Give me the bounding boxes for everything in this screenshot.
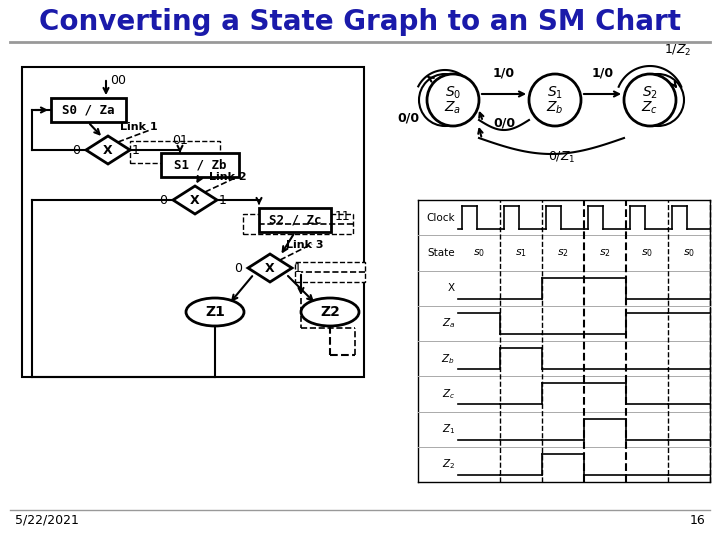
FancyBboxPatch shape: [161, 153, 239, 177]
Circle shape: [427, 74, 479, 126]
Text: $s_1$: $s_1$: [515, 247, 527, 259]
FancyBboxPatch shape: [259, 208, 331, 232]
Text: 1/0: 1/0: [591, 67, 613, 80]
Text: Clock: Clock: [426, 213, 455, 222]
Text: Link 2: Link 2: [209, 172, 247, 182]
Circle shape: [419, 74, 471, 126]
Text: 1: 1: [219, 193, 227, 206]
Text: S1 / Zb: S1 / Zb: [174, 159, 226, 172]
Text: X: X: [103, 144, 113, 157]
Text: $Z_b$: $Z_b$: [546, 100, 564, 116]
Text: 00: 00: [110, 73, 126, 86]
Text: 0: 0: [159, 193, 167, 206]
FancyBboxPatch shape: [130, 141, 220, 163]
Text: 16: 16: [689, 514, 705, 526]
Text: $Z_a$: $Z_a$: [444, 100, 462, 116]
Text: 0/0: 0/0: [397, 111, 419, 125]
Text: $Z_a$: $Z_a$: [441, 316, 455, 330]
Text: $s_2$: $s_2$: [557, 247, 569, 259]
FancyBboxPatch shape: [243, 214, 353, 234]
Text: 0: 0: [234, 261, 242, 274]
Text: $S_1$: $S_1$: [547, 85, 563, 101]
Text: X: X: [190, 193, 200, 206]
Text: Link 1: Link 1: [120, 122, 158, 132]
Text: X: X: [265, 261, 275, 274]
Text: Z2: Z2: [320, 305, 340, 319]
Text: $Z_c$: $Z_c$: [642, 100, 659, 116]
Text: 01: 01: [172, 134, 188, 147]
Text: S2 / Zc: S2 / Zc: [269, 213, 321, 226]
Text: 0/0: 0/0: [493, 116, 515, 129]
Text: $Z_c$: $Z_c$: [442, 387, 455, 401]
Text: 5/22/2021: 5/22/2021: [15, 514, 79, 526]
Text: $Z_2$: $Z_2$: [442, 457, 455, 471]
FancyBboxPatch shape: [295, 262, 365, 282]
Circle shape: [529, 74, 581, 126]
Text: $S_0$: $S_0$: [445, 85, 461, 101]
Text: $0/Z_1$: $0/Z_1$: [548, 150, 575, 165]
Text: $s_0$: $s_0$: [641, 247, 653, 259]
Text: Link 3: Link 3: [286, 240, 323, 250]
Circle shape: [632, 74, 684, 126]
Polygon shape: [86, 136, 130, 164]
Text: Z1: Z1: [205, 305, 225, 319]
Text: $s_0$: $s_0$: [473, 247, 485, 259]
Text: 0: 0: [72, 144, 80, 157]
Text: $s_0$: $s_0$: [683, 247, 695, 259]
Ellipse shape: [186, 298, 244, 326]
Text: State: State: [428, 248, 455, 258]
Text: $Z_b$: $Z_b$: [441, 352, 455, 366]
Text: S0 / Za: S0 / Za: [62, 104, 114, 117]
Polygon shape: [173, 186, 217, 214]
Text: $s_2$: $s_2$: [599, 247, 611, 259]
FancyBboxPatch shape: [50, 98, 125, 122]
Text: 11: 11: [335, 210, 351, 222]
Circle shape: [624, 74, 676, 126]
Text: X: X: [448, 283, 455, 293]
FancyBboxPatch shape: [22, 67, 364, 377]
Text: $1/Z_2$: $1/Z_2$: [664, 43, 691, 58]
Ellipse shape: [301, 298, 359, 326]
Text: 1: 1: [132, 144, 140, 157]
Text: $Z_1$: $Z_1$: [441, 422, 455, 436]
Text: 1/0: 1/0: [493, 67, 515, 80]
Polygon shape: [248, 254, 292, 282]
Text: Converting a State Graph to an SM Chart: Converting a State Graph to an SM Chart: [39, 8, 681, 36]
Text: $S_2$: $S_2$: [642, 85, 658, 101]
Text: 1: 1: [294, 261, 302, 274]
